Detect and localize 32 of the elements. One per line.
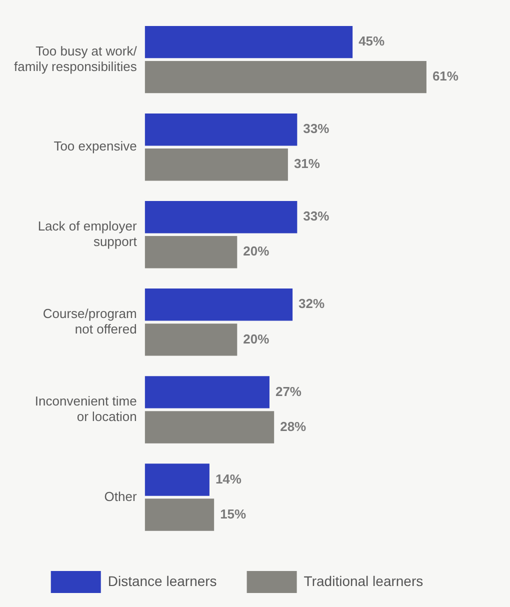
y-tick-label: Too expensive xyxy=(54,138,137,154)
bar xyxy=(144,324,238,356)
bar xyxy=(144,376,270,408)
bar xyxy=(144,288,293,321)
data-label: 14% xyxy=(215,471,242,486)
data-label: 32% xyxy=(298,296,326,312)
y-tick-label: Too busy at work/ family responsibilities xyxy=(14,43,138,74)
data-label: 15% xyxy=(220,506,247,522)
data-label: 45% xyxy=(358,34,386,49)
bar xyxy=(144,498,214,531)
data-label: 27% xyxy=(275,384,302,399)
data-label: 33% xyxy=(303,121,330,136)
y-tick-label: Other xyxy=(104,488,138,504)
bar xyxy=(144,464,210,496)
legend-label: Traditional learners xyxy=(304,572,424,589)
data-label: 61% xyxy=(432,68,459,84)
bar xyxy=(144,26,353,58)
data-label: 20% xyxy=(243,244,270,259)
y-tick-label: Inconvenient time or location xyxy=(34,393,137,424)
y-tick-label: Course/program not offered xyxy=(42,306,137,337)
bar xyxy=(144,411,274,444)
bar xyxy=(144,236,238,268)
bar xyxy=(144,201,298,234)
legend-label: Distance learners xyxy=(108,572,217,589)
data-label: 20% xyxy=(243,331,270,346)
bar xyxy=(144,113,298,146)
y-tick-label: Lack of employer support xyxy=(38,218,138,250)
data-label: 28% xyxy=(280,418,307,434)
bar xyxy=(144,148,288,181)
data-label: 31% xyxy=(294,156,320,172)
bar xyxy=(144,60,426,94)
data-label: 33% xyxy=(303,208,330,224)
